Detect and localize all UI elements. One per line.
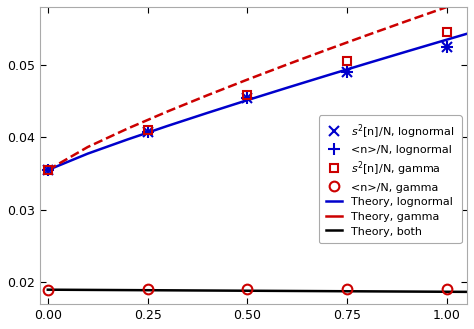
Legend: $s^{2}$[n]/N, lognormal, <n>/N, lognormal, $s^{2}$[n]/N, gamma, <n>/N, gamma, Th: $s^{2}$[n]/N, lognormal, <n>/N, lognorma… — [319, 115, 462, 243]
